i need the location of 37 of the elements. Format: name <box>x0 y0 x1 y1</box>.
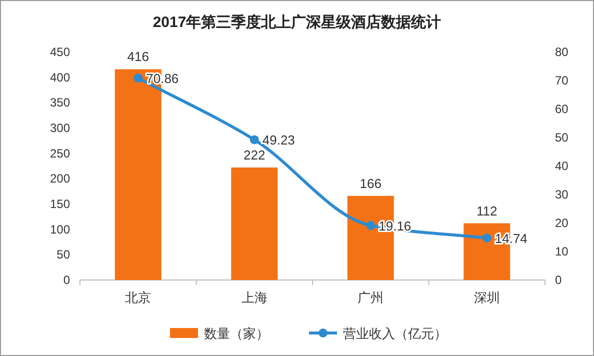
y-tick-label: 300 <box>50 121 70 135</box>
point <box>250 135 259 144</box>
y-tick-label: 0 <box>63 273 70 287</box>
point <box>366 220 376 230</box>
y2-tick-label: 70 <box>555 74 569 88</box>
y-tick-label: 350 <box>50 96 70 110</box>
y2-tick-label: 0 <box>555 273 562 287</box>
y-tick-label: 400 <box>50 70 70 84</box>
y2-tick-label: 60 <box>555 102 569 116</box>
y-tick-label: 450 <box>50 45 70 59</box>
x-tick-label: 上海 <box>241 290 268 305</box>
y-tick-label: 100 <box>50 222 70 236</box>
data-label: 112 <box>476 203 498 218</box>
point <box>482 233 492 242</box>
chart-title: 2017年第三季度北上广深星级酒店数据统计 <box>152 13 442 31</box>
y-tick-label: 50 <box>56 248 70 262</box>
y2-tick-label: 50 <box>555 130 569 144</box>
y2-tick-label: 20 <box>555 216 569 230</box>
y2-tick-label: 30 <box>555 188 569 202</box>
x-tick-label: 北京 <box>125 290 152 305</box>
y-tick-label: 200 <box>50 172 70 186</box>
data-label: 166 <box>360 176 382 191</box>
legend-label: 营业收入（亿元） <box>343 326 447 341</box>
data-label: 49.23 <box>262 132 295 148</box>
y2-tick-label: 80 <box>555 45 569 59</box>
data-label: 222 <box>244 148 266 163</box>
y2-tick-label: 10 <box>555 244 569 258</box>
bar <box>231 168 278 280</box>
legend-label: 数量（家） <box>204 326 269 341</box>
data-label: 19.16 <box>378 218 412 234</box>
y-tick-label: 250 <box>50 146 70 160</box>
x-tick-label: 深圳 <box>474 290 500 305</box>
data-label: 416 <box>127 49 149 64</box>
x-tick-label: 广州 <box>358 290 384 305</box>
point <box>134 74 143 83</box>
y-tick-label: 150 <box>50 197 70 211</box>
y2-tick-label: 40 <box>555 159 569 173</box>
